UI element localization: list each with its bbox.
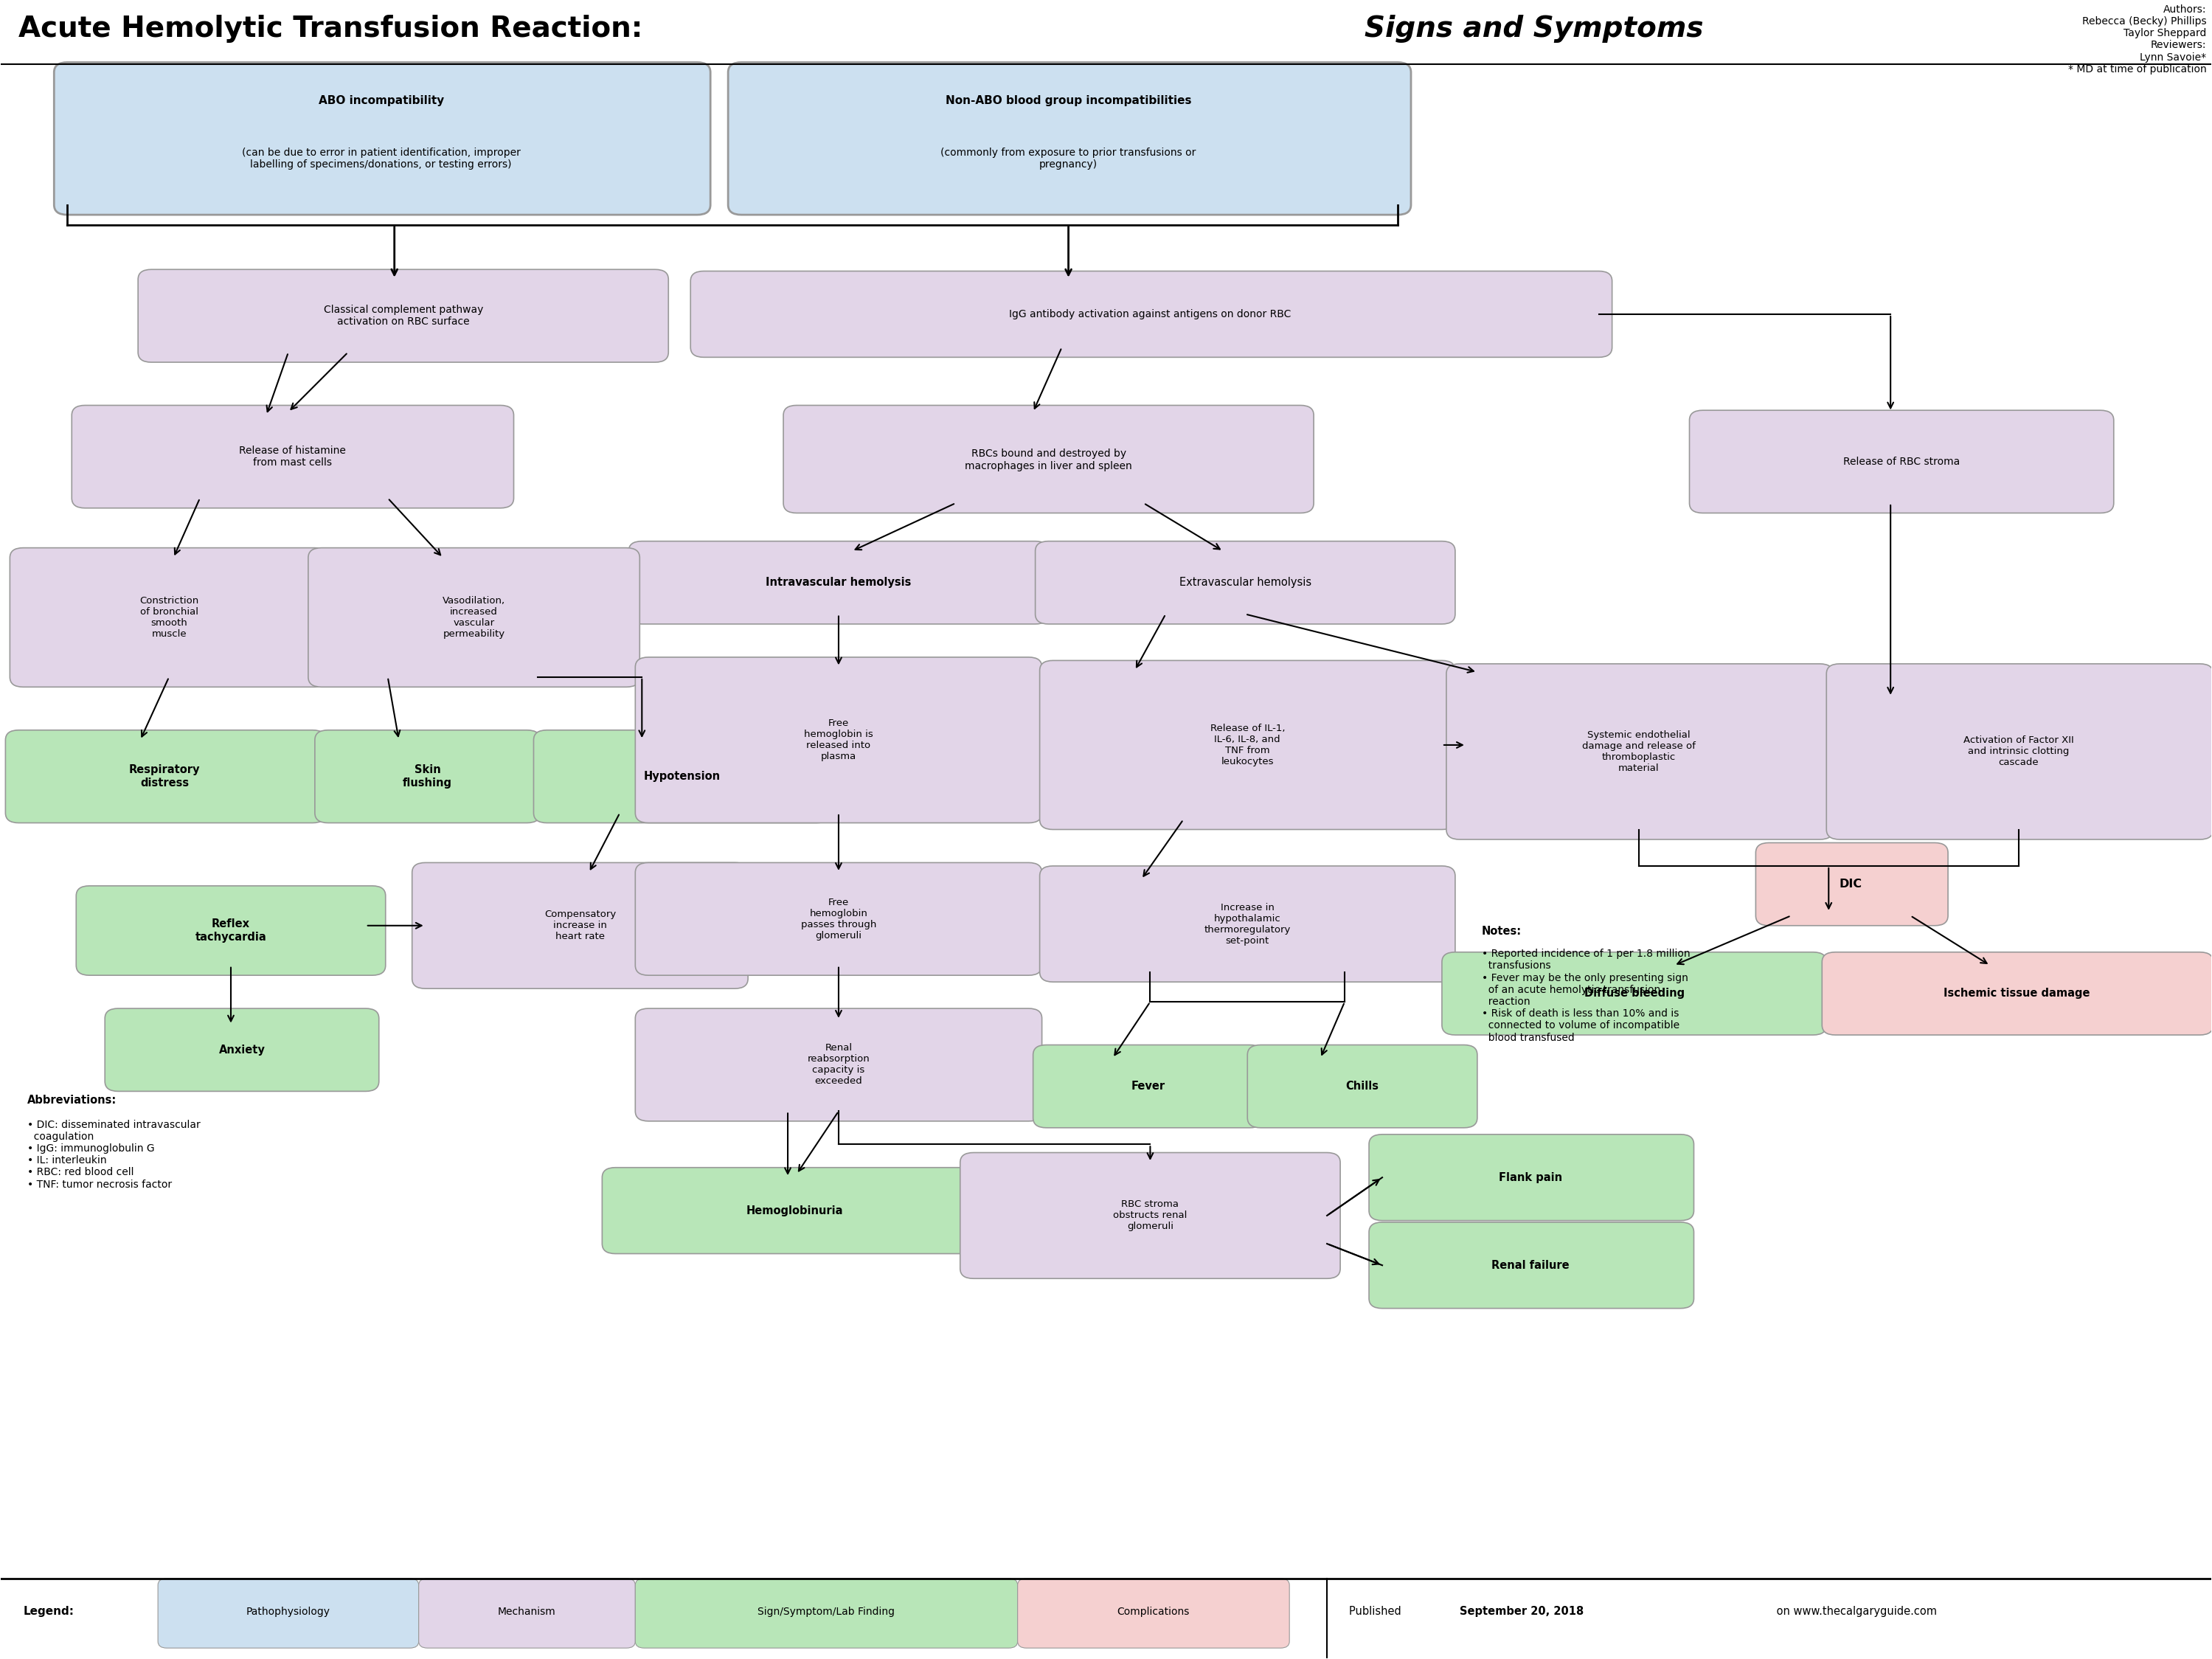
FancyBboxPatch shape bbox=[533, 730, 830, 823]
Text: Release of histamine
from mast cells: Release of histamine from mast cells bbox=[239, 446, 345, 468]
FancyBboxPatch shape bbox=[1035, 541, 1455, 624]
Text: RBC stroma
obstructs renal
glomeruli: RBC stroma obstructs renal glomeruli bbox=[1113, 1199, 1188, 1231]
FancyBboxPatch shape bbox=[1827, 664, 2212, 839]
FancyBboxPatch shape bbox=[1248, 1045, 1478, 1128]
FancyBboxPatch shape bbox=[602, 1168, 987, 1254]
Text: Classical complement pathway
activation on RBC surface: Classical complement pathway activation … bbox=[323, 305, 482, 327]
Text: Skin
flushing: Skin flushing bbox=[403, 765, 451, 788]
FancyBboxPatch shape bbox=[1442, 952, 1827, 1035]
Text: Mechanism: Mechanism bbox=[498, 1606, 555, 1618]
FancyBboxPatch shape bbox=[635, 1578, 1018, 1647]
FancyBboxPatch shape bbox=[1369, 1135, 1694, 1221]
Text: on www.thecalgaryguide.com: on www.thecalgaryguide.com bbox=[1774, 1606, 1938, 1618]
FancyBboxPatch shape bbox=[137, 269, 668, 362]
FancyBboxPatch shape bbox=[1823, 952, 2212, 1035]
FancyBboxPatch shape bbox=[960, 1153, 1340, 1279]
Text: Anxiety: Anxiety bbox=[219, 1045, 265, 1055]
FancyBboxPatch shape bbox=[4, 730, 325, 823]
Text: Free
hemoglobin
passes through
glomeruli: Free hemoglobin passes through glomeruli bbox=[801, 898, 876, 941]
FancyBboxPatch shape bbox=[1447, 664, 1834, 839]
Text: Respiratory
distress: Respiratory distress bbox=[128, 765, 199, 788]
FancyBboxPatch shape bbox=[53, 63, 710, 214]
FancyBboxPatch shape bbox=[690, 270, 1613, 357]
Text: Flank pain: Flank pain bbox=[1498, 1171, 1562, 1183]
Text: RBCs bound and destroyed by
macrophages in liver and spleen: RBCs bound and destroyed by macrophages … bbox=[964, 450, 1133, 471]
FancyBboxPatch shape bbox=[1040, 660, 1455, 830]
FancyBboxPatch shape bbox=[635, 657, 1042, 823]
Text: Renal failure: Renal failure bbox=[1491, 1259, 1568, 1271]
FancyBboxPatch shape bbox=[104, 1009, 378, 1092]
FancyBboxPatch shape bbox=[9, 547, 327, 687]
Text: Hemoglobinuria: Hemoglobinuria bbox=[745, 1204, 843, 1216]
FancyBboxPatch shape bbox=[1756, 843, 1949, 926]
Text: Pathophysiology: Pathophysiology bbox=[246, 1606, 330, 1618]
Text: Fever: Fever bbox=[1130, 1080, 1166, 1092]
Text: Abbreviations:: Abbreviations: bbox=[27, 1095, 117, 1105]
Text: Renal
reabsorption
capacity is
exceeded: Renal reabsorption capacity is exceeded bbox=[807, 1044, 869, 1087]
Text: Diffuse bleeding: Diffuse bleeding bbox=[1584, 989, 1683, 999]
Text: Hypotension: Hypotension bbox=[644, 771, 721, 781]
Text: Vasodilation,
increased
vascular
permeability: Vasodilation, increased vascular permeab… bbox=[442, 596, 504, 639]
FancyBboxPatch shape bbox=[1033, 1045, 1263, 1128]
Text: Reflex
tachycardia: Reflex tachycardia bbox=[195, 919, 265, 942]
Text: Release of RBC stroma: Release of RBC stroma bbox=[1843, 456, 1960, 466]
Text: Acute Hemolytic Transfusion Reaction:: Acute Hemolytic Transfusion Reaction: bbox=[18, 15, 653, 43]
Text: Legend:: Legend: bbox=[22, 1606, 73, 1618]
FancyBboxPatch shape bbox=[783, 405, 1314, 513]
FancyBboxPatch shape bbox=[728, 63, 1411, 214]
Text: Extravascular hemolysis: Extravascular hemolysis bbox=[1179, 577, 1312, 589]
FancyBboxPatch shape bbox=[314, 730, 540, 823]
Text: Activation of Factor XII
and intrinsic clotting
cascade: Activation of Factor XII and intrinsic c… bbox=[1964, 735, 2075, 768]
FancyBboxPatch shape bbox=[635, 863, 1042, 975]
Text: IgG antibody activation against antigens on donor RBC: IgG antibody activation against antigens… bbox=[1009, 309, 1292, 319]
Text: Compensatory
increase in
heart rate: Compensatory increase in heart rate bbox=[544, 909, 615, 941]
Text: • DIC: disseminated intravascular
  coagulation
• IgG: immunoglobulin G
• IL: in: • DIC: disseminated intravascular coagul… bbox=[27, 1120, 201, 1190]
Text: • Reported incidence of 1 per 1.8 million
  transfusions
• Fever may be the only: • Reported incidence of 1 per 1.8 millio… bbox=[1482, 949, 1690, 1044]
Text: Systemic endothelial
damage and release of
thromboplastic
material: Systemic endothelial damage and release … bbox=[1582, 730, 1694, 773]
Text: Free
hemoglobin is
released into
plasma: Free hemoglobin is released into plasma bbox=[803, 718, 874, 761]
Text: Release of IL-1,
IL-6, IL-8, and
TNF from
leukocytes: Release of IL-1, IL-6, IL-8, and TNF fro… bbox=[1210, 723, 1285, 766]
FancyBboxPatch shape bbox=[1369, 1223, 1694, 1309]
Text: Increase in
hypothalamic
thermoregulatory
set-point: Increase in hypothalamic thermoregulator… bbox=[1203, 902, 1292, 946]
Text: Published: Published bbox=[1349, 1606, 1405, 1618]
Text: Notes:: Notes: bbox=[1482, 926, 1522, 937]
FancyBboxPatch shape bbox=[307, 547, 639, 687]
Text: (can be due to error in patient identification, improper
labelling of specimens/: (can be due to error in patient identifi… bbox=[241, 148, 520, 169]
FancyBboxPatch shape bbox=[418, 1578, 635, 1647]
Text: (commonly from exposure to prior transfusions or
pregnancy): (commonly from exposure to prior transfu… bbox=[940, 148, 1197, 169]
FancyBboxPatch shape bbox=[1690, 410, 2115, 513]
Text: ABO incompatibility: ABO incompatibility bbox=[319, 95, 445, 106]
FancyBboxPatch shape bbox=[411, 863, 748, 989]
Text: Chills: Chills bbox=[1345, 1080, 1378, 1092]
FancyBboxPatch shape bbox=[635, 1009, 1042, 1121]
FancyBboxPatch shape bbox=[1040, 866, 1455, 982]
Text: September 20, 2018: September 20, 2018 bbox=[1460, 1606, 1584, 1618]
Text: Ischemic tissue damage: Ischemic tissue damage bbox=[1944, 989, 2090, 999]
FancyBboxPatch shape bbox=[71, 405, 513, 508]
FancyBboxPatch shape bbox=[157, 1578, 418, 1647]
FancyBboxPatch shape bbox=[1018, 1578, 1290, 1647]
Text: Complications: Complications bbox=[1117, 1606, 1190, 1618]
FancyBboxPatch shape bbox=[75, 886, 385, 975]
FancyBboxPatch shape bbox=[628, 541, 1048, 624]
Text: DIC: DIC bbox=[1838, 879, 1863, 889]
Text: Constriction
of bronchial
smooth
muscle: Constriction of bronchial smooth muscle bbox=[139, 596, 199, 639]
Text: Authors:
Rebecca (Becky) Phillips
Taylor Sheppard
Reviewers:
Lynn Savoie*
* MD a: Authors: Rebecca (Becky) Phillips Taylor… bbox=[2068, 5, 2208, 75]
Text: Intravascular hemolysis: Intravascular hemolysis bbox=[765, 577, 911, 589]
Text: Sign/Symptom/Lab Finding: Sign/Symptom/Lab Finding bbox=[759, 1606, 896, 1618]
Text: Signs and Symptoms: Signs and Symptoms bbox=[1365, 15, 1703, 43]
Text: Non-ABO blood group incompatibilities: Non-ABO blood group incompatibilities bbox=[945, 95, 1192, 106]
